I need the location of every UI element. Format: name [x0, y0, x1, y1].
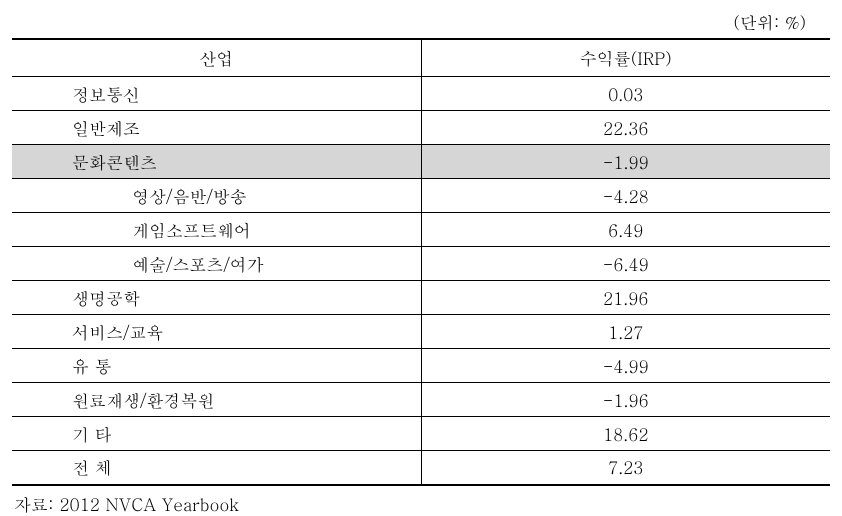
table-row: 일반제조22.36 — [12, 111, 830, 145]
cell-rate: -1.99 — [421, 145, 830, 179]
table-row: 영상/음반/방송-4.28 — [12, 179, 830, 213]
table-row: 문화콘텐츠-1.99 — [12, 145, 830, 179]
col-header-industry: 산업 — [12, 39, 421, 77]
source-label: 자료: 2012 NVCA Yearbook — [12, 486, 830, 516]
table-row: 예술/스포츠/여가-6.49 — [12, 247, 830, 281]
cell-industry: 게임소프트웨어 — [12, 213, 421, 247]
table-body: 정보통신0.03일반제조22.36문화콘텐츠-1.99영상/음반/방송-4.28… — [12, 77, 830, 485]
cell-industry: 원료재생/환경복원 — [12, 383, 421, 417]
col-header-rate: 수익률(IRP) — [421, 39, 830, 77]
table-row: 생명공학21.96 — [12, 281, 830, 315]
table-row: 정보통신0.03 — [12, 77, 830, 111]
table-row: 유 통-4.99 — [12, 349, 830, 383]
cell-industry: 유 통 — [12, 349, 421, 383]
irp-table: 산업 수익률(IRP) 정보통신0.03일반제조22.36문화콘텐츠-1.99영… — [12, 38, 830, 486]
table-row: 원료재생/환경복원-1.96 — [12, 383, 830, 417]
cell-industry: 문화콘텐츠 — [12, 145, 421, 179]
cell-rate: 1.27 — [421, 315, 830, 349]
cell-industry: 일반제조 — [12, 111, 421, 145]
cell-rate: -6.49 — [421, 247, 830, 281]
cell-rate: 18.62 — [421, 417, 830, 451]
cell-rate: 6.49 — [421, 213, 830, 247]
cell-industry: 생명공학 — [12, 281, 421, 315]
cell-industry: 기 타 — [12, 417, 421, 451]
cell-rate: -4.99 — [421, 349, 830, 383]
cell-industry: 서비스/교육 — [12, 315, 421, 349]
unit-label: (단위: %) — [12, 10, 830, 38]
cell-rate: 0.03 — [421, 77, 830, 111]
cell-rate: -1.96 — [421, 383, 830, 417]
cell-industry: 예술/스포츠/여가 — [12, 247, 421, 281]
cell-rate: 21.96 — [421, 281, 830, 315]
cell-industry: 전 체 — [12, 451, 421, 485]
table-row: 전 체7.23 — [12, 451, 830, 485]
cell-industry: 정보통신 — [12, 77, 421, 111]
cell-rate: -4.28 — [421, 179, 830, 213]
table-header-row: 산업 수익률(IRP) — [12, 39, 830, 77]
cell-rate: 7.23 — [421, 451, 830, 485]
table-row: 서비스/교육1.27 — [12, 315, 830, 349]
table-row: 기 타18.62 — [12, 417, 830, 451]
cell-industry: 영상/음반/방송 — [12, 179, 421, 213]
cell-rate: 22.36 — [421, 111, 830, 145]
table-row: 게임소프트웨어6.49 — [12, 213, 830, 247]
